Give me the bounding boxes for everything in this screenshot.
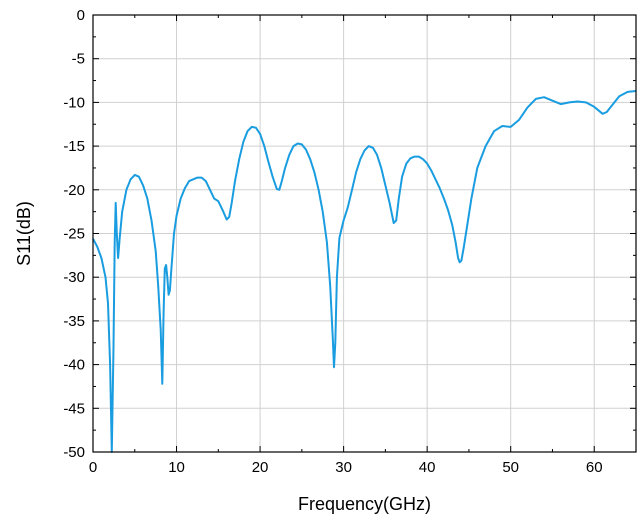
grid-lines	[93, 15, 636, 452]
y-tick-label: -5	[72, 51, 85, 68]
x-tick-label: 30	[335, 459, 352, 476]
x-axis-label: Frequency(GHz)	[298, 494, 431, 514]
x-tick-label: 40	[419, 459, 436, 476]
y-tick-label: -20	[63, 182, 85, 199]
x-tick-label: 0	[89, 459, 97, 476]
y-tick-label: -15	[63, 138, 85, 155]
plot-frame	[92, 14, 637, 453]
y-tick-label: 0	[77, 7, 85, 24]
x-tick-label: 10	[168, 459, 185, 476]
y-tick-label: -25	[63, 226, 85, 243]
y-tick-labels: 0 -5 -10 -15 -20 -25 -30 -35 -40 -45 -50	[63, 7, 85, 461]
y-axis-label: S11(dB)	[14, 201, 34, 266]
s11-series-line	[92, 90, 637, 453]
x-tick-labels: 0 10 20 30 40 50 60	[89, 459, 603, 476]
x-tick-label: 20	[252, 459, 269, 476]
y-tick-label: -30	[63, 269, 85, 286]
y-tick-label: -50	[63, 444, 85, 461]
x-tick-label: 60	[586, 459, 603, 476]
axis-ticks	[92, 14, 636, 453]
y-tick-label: -35	[63, 313, 85, 330]
y-tick-label: -40	[63, 357, 85, 374]
y-tick-label: -10	[63, 94, 85, 111]
y-tick-label: -45	[63, 400, 85, 417]
x-tick-label: 50	[502, 459, 519, 476]
